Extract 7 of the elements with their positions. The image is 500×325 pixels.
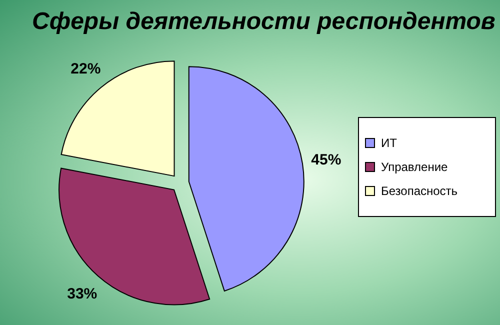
chart-title: Сферы деятельности респондентов: [32, 8, 496, 36]
data-label: 33%: [67, 286, 98, 303]
data-label: 45%: [311, 151, 342, 168]
legend-label: Безопасность: [381, 184, 458, 198]
legend-label: Управление: [381, 160, 448, 174]
legend-label: ИТ: [381, 136, 397, 150]
data-label: 22%: [70, 60, 101, 78]
